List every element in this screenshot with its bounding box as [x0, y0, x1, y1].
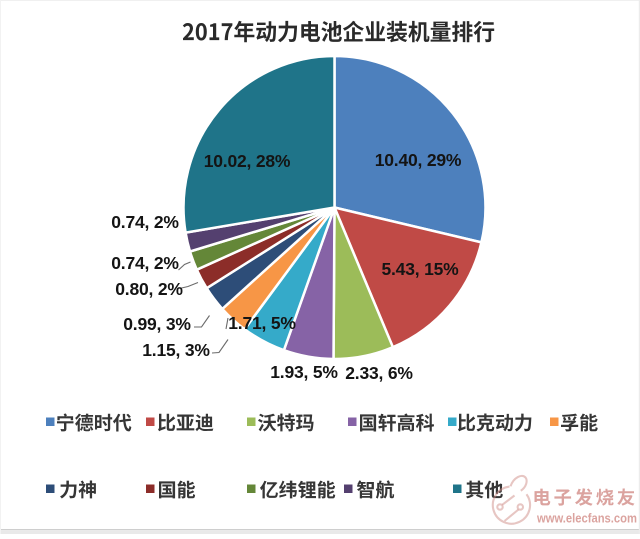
svg-text:0.99, 3%: 0.99, 3% — [123, 314, 191, 334]
svg-text:0.80, 2%: 0.80, 2% — [115, 279, 183, 299]
svg-text:5.43, 15%: 5.43, 15% — [381, 259, 459, 279]
svg-text:0.74, 2%: 0.74, 2% — [111, 212, 179, 232]
svg-text:1.71, 5%: 1.71, 5% — [228, 313, 296, 333]
svg-text:0.74, 2%: 0.74, 2% — [111, 253, 179, 273]
svg-text:www.elecfans.com: www.elecfans.com — [536, 511, 637, 526]
svg-text:1.93, 5%: 1.93, 5% — [270, 362, 338, 382]
svg-text:10.02, 28%: 10.02, 28% — [204, 151, 291, 171]
svg-text:10.40, 29%: 10.40, 29% — [375, 150, 462, 170]
svg-text:1.15, 3%: 1.15, 3% — [142, 340, 210, 360]
svg-text:2.33, 6%: 2.33, 6% — [345, 363, 413, 383]
